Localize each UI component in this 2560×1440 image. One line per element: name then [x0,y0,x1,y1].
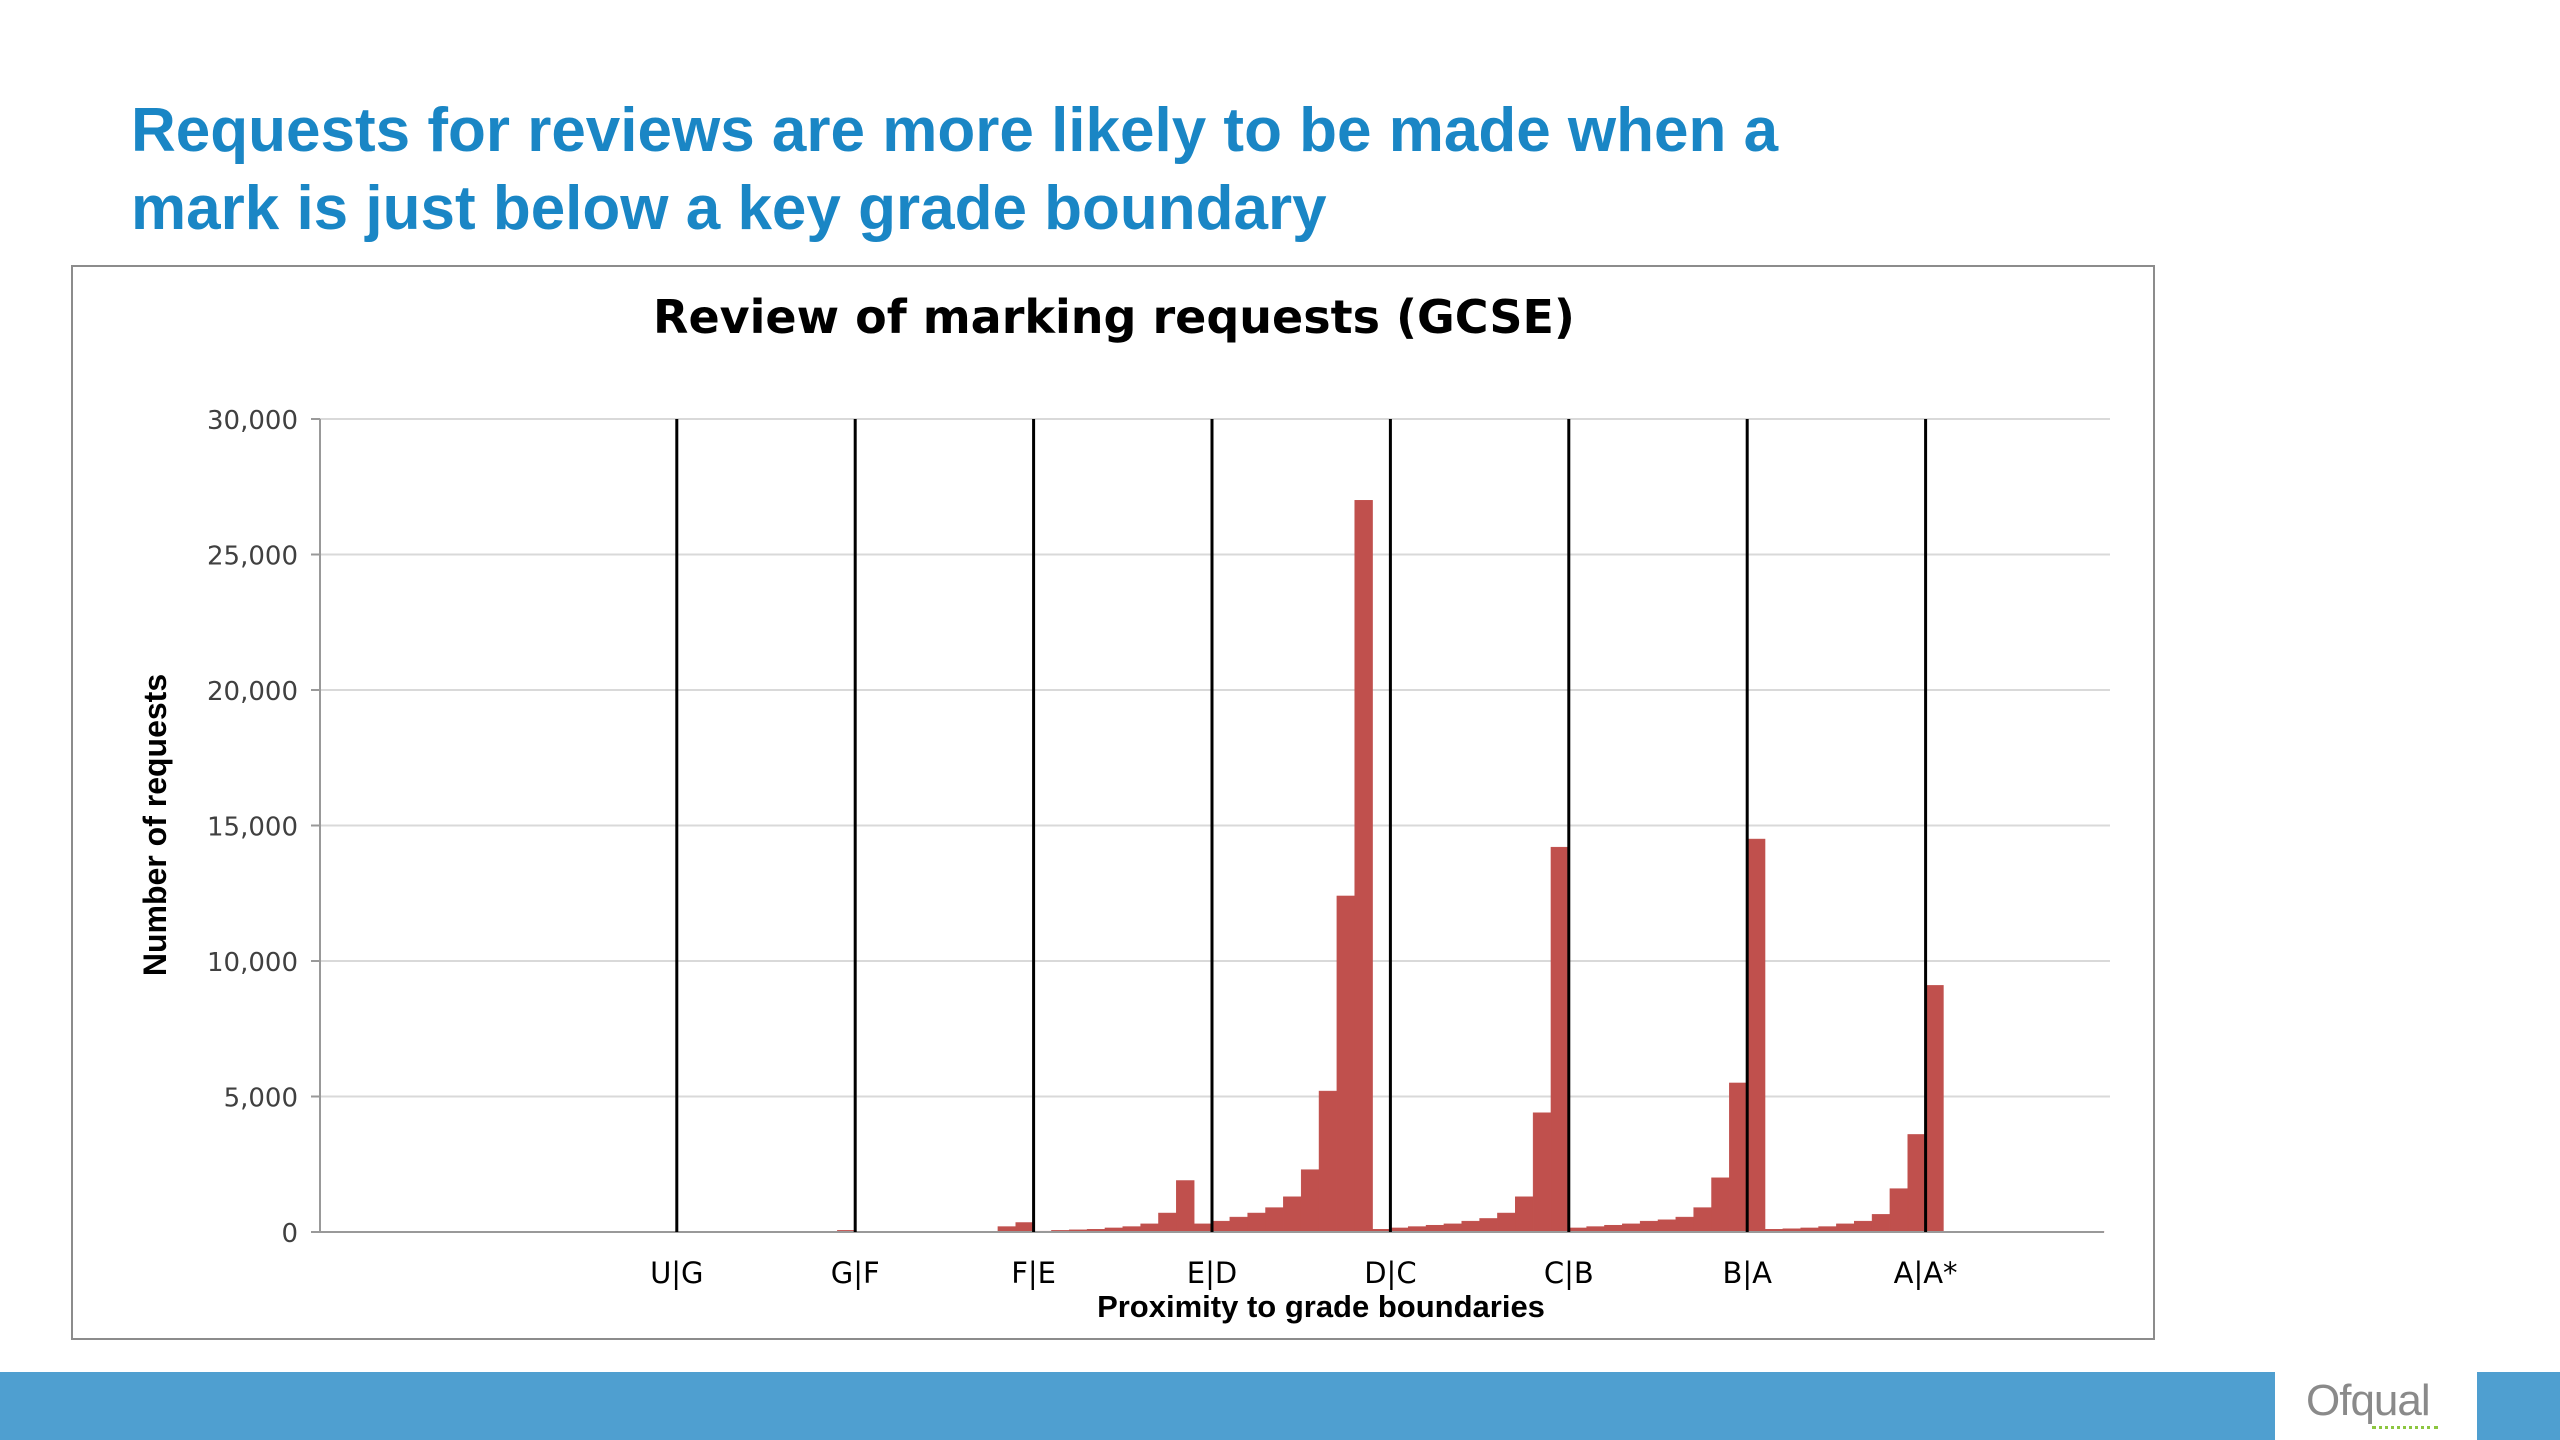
bar [1550,846,1570,1233]
y-tick-label: 5,000 [224,1084,298,1114]
y-tick-label: 10,000 [207,948,298,978]
bar [1265,1207,1284,1233]
slide-title-line-2: mark is just below a key grade boundary [131,174,1327,243]
bar [1318,1090,1338,1233]
bar [1283,1196,1302,1233]
y-tick-label: 25,000 [207,542,298,572]
footer-bar-right [2477,1372,2560,1440]
slide-title: Requests for reviews are more likely to … [131,92,2031,248]
bar [1604,1224,1623,1233]
y-tick-label: 0 [281,1219,298,1249]
logo-text: Ofqual [2306,1376,2431,1425]
bar [1497,1212,1516,1233]
y-tick-label: 20,000 [207,677,298,707]
x-tick-label: E|D [1187,1256,1237,1290]
x-tick-label: A|A* [1894,1256,1958,1290]
bar [1336,895,1355,1233]
bar [1300,1169,1320,1233]
ofqual-logo: Ofqual [2306,1372,2456,1440]
x-tick-labels: U|G G|F F|E E|D D|C C|B B|A A|A* [650,1256,1958,1290]
bar [1871,1214,1891,1233]
y-axis-label: Number of requests [137,674,173,976]
bar [1622,1223,1641,1233]
bar [1853,1220,1873,1233]
x-tick-label: D|C [1364,1256,1416,1290]
bar [1140,1223,1159,1233]
bar-chart: Review of marking requests (GCSE) 0 5,000… [137,290,2110,1324]
x-tick-label: B|A [1722,1256,1772,1290]
bar [1729,1082,1748,1233]
bar [1836,1223,1855,1233]
bar [1354,500,1373,1233]
chart-title: Review of marking requests (GCSE) [653,290,1575,344]
bars [319,500,2105,1233]
bar [1176,1180,1195,1233]
x-tick-label: F|E [1011,1256,1056,1290]
x-tick-label: G|F [831,1256,880,1290]
bar [1889,1188,1909,1233]
bar [1015,1222,1034,1233]
logo-accent [2372,1426,2438,1429]
bar [1443,1223,1463,1233]
x-tick-label: C|B [1544,1256,1594,1290]
y-tick-label: 15,000 [207,813,298,843]
y-tick-labels: 0 5,000 10,000 15,000 20,000 25,000 30,000 [207,406,298,1249]
bar [1461,1220,1480,1233]
y-tick-label: 30,000 [207,406,298,436]
bar [1532,1112,1552,1233]
bar [1657,1219,1677,1233]
bar [1639,1220,1659,1233]
footer-bar [0,1372,2275,1440]
bar [1193,1223,1213,1233]
bar [1158,1212,1177,1233]
x-tick-label: U|G [650,1256,703,1290]
bar [1479,1218,1498,1233]
grade-boundary-lines [675,419,1928,1232]
bar [1247,1212,1266,1233]
gridlines [320,418,2110,1098]
slide-title-line-1: Requests for reviews are more likely to … [131,96,1779,165]
bar [1425,1224,1445,1233]
bar [1211,1220,1231,1233]
bar [1229,1216,1248,1233]
bar [1693,1207,1712,1233]
chart-frame: Review of marking requests (GCSE) 0 5,000… [71,265,2155,1340]
bar [1711,1177,1730,1233]
bar [1515,1196,1534,1233]
bar [1746,838,1766,1233]
bar [1675,1216,1694,1233]
bar [1925,985,1944,1233]
x-axis-label: Proximity to grade boundaries [1097,1289,1545,1324]
bar [1907,1134,1926,1233]
